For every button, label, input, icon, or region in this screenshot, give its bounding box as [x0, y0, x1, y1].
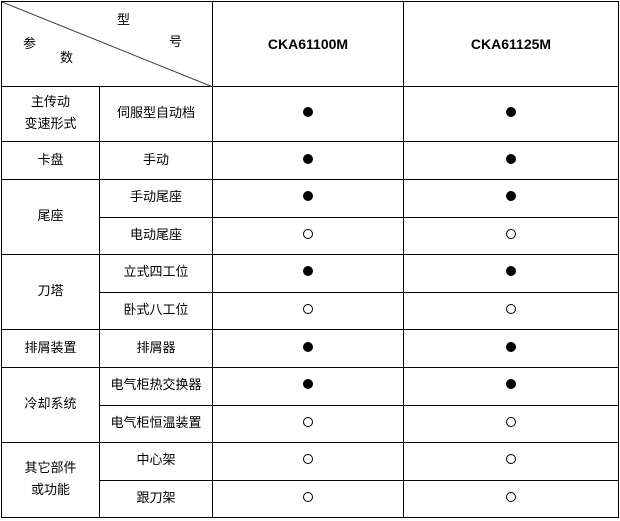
filled-circle-icon [303, 191, 313, 202]
value-cell [403, 291, 619, 331]
table-row: 电动尾座 [2, 216, 619, 256]
empty-circle-icon [303, 492, 313, 503]
table-row: 冷却系统 电气柜热交换器 [1, 366, 619, 444]
value-cell [212, 86, 404, 142]
value-cell [403, 442, 619, 481]
group-name: 冷却系统 [1, 366, 100, 444]
item-label: 排屑器 [99, 329, 213, 368]
empty-circle-icon [506, 304, 516, 315]
corner-label-bottom: 数 [60, 51, 74, 66]
value-cell [212, 141, 404, 180]
empty-circle-icon [303, 454, 313, 465]
value-cell [403, 366, 619, 406]
table-row: 卧式八工位 [2, 291, 619, 331]
filled-circle-icon [303, 153, 313, 164]
table-row: 其它部件 或功能 中心架 [1, 442, 619, 519]
table-row: 刀塔 立式四工位 [1, 254, 619, 331]
item-label: 立式四工位 [99, 254, 213, 293]
value-cell [212, 366, 404, 406]
item-label: 电动尾座 [99, 216, 213, 256]
item-label: 手动尾座 [99, 179, 213, 218]
group-name: 卡盘 [1, 141, 100, 180]
corner-label-left: 参 [23, 37, 37, 52]
value-cell [212, 216, 404, 256]
filled-circle-icon [506, 266, 516, 277]
filled-circle-icon [303, 341, 313, 352]
filled-circle-icon [506, 341, 516, 352]
diagonal-line [2, 2, 213, 87]
value-cell [212, 442, 404, 481]
filled-circle-icon [506, 107, 516, 117]
value-cell [403, 216, 619, 256]
empty-circle-icon [506, 454, 516, 465]
value-cell [403, 141, 619, 180]
value-cell [403, 329, 619, 368]
group-name: 刀塔 [1, 254, 100, 331]
filled-circle-icon [506, 153, 516, 164]
value-cell [212, 291, 404, 331]
value-cell [212, 329, 404, 368]
empty-circle-icon [303, 228, 313, 239]
value-cell [212, 404, 404, 444]
filled-circle-icon [303, 107, 313, 117]
filled-circle-icon [506, 191, 516, 202]
value-cell [212, 479, 404, 519]
corner-label-right: 号 [169, 35, 183, 50]
empty-circle-icon [303, 304, 313, 315]
model-header: CKA61125M [403, 1, 619, 87]
empty-circle-icon [303, 416, 313, 427]
table-row: 电气柜恒温装置 [2, 404, 619, 444]
filled-circle-icon [303, 379, 313, 390]
group-name: 其它部件 或功能 [1, 442, 100, 519]
item-label: 卧式八工位 [99, 291, 213, 331]
table-row: 尾座 手动尾座 [1, 178, 619, 256]
value-cell [403, 179, 619, 218]
value-cell [403, 254, 619, 293]
table-row: 卡盘 手动 [1, 141, 619, 180]
item-label: 手动 [99, 141, 213, 180]
value-cell [403, 86, 619, 142]
item-label: 中心架 [99, 442, 213, 481]
filled-circle-icon [303, 266, 313, 277]
filled-circle-icon [506, 379, 516, 390]
item-label: 电气柜恒温装置 [99, 404, 213, 444]
group-name: 尾座 [1, 178, 100, 256]
group-name: 排屑装置 [1, 329, 100, 368]
item-label: 电气柜热交换器 [99, 366, 213, 406]
value-cell [403, 404, 619, 444]
value-cell [212, 179, 404, 218]
empty-circle-icon [506, 228, 516, 239]
empty-circle-icon [506, 416, 516, 427]
table-row: 主传动 变速形式 伺服型自动档 [1, 86, 619, 142]
empty-circle-icon [506, 492, 516, 503]
item-label: 伺服型自动档 [99, 86, 213, 142]
corner-cell: 型 号 参 数 [1, 1, 213, 87]
table-row: 跟刀架 [2, 479, 619, 519]
table-row: 排屑装置 排屑器 [1, 329, 619, 368]
corner-label-top: 型 [117, 13, 131, 28]
value-cell [212, 254, 404, 293]
value-cell [403, 479, 619, 519]
header-row: 型 号 参 数 CKA61100M CKA61125M [1, 1, 619, 87]
model-header: CKA61100M [212, 1, 404, 87]
group-name: 主传动 变速形式 [1, 86, 100, 142]
item-label: 跟刀架 [99, 479, 213, 519]
